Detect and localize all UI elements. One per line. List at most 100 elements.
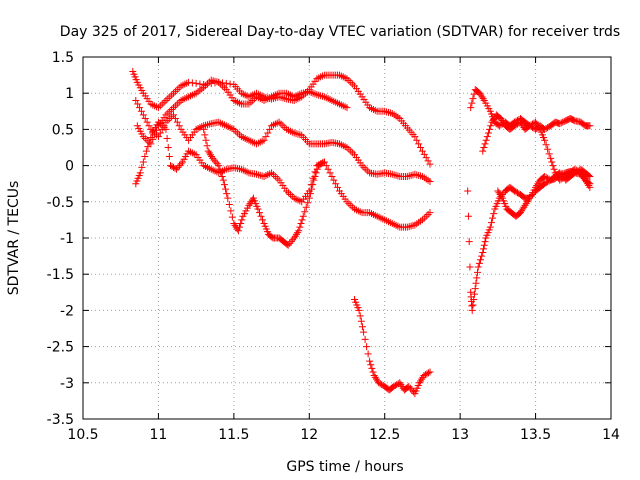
data-point <box>319 159 327 167</box>
data-point <box>532 118 540 126</box>
data-point <box>287 238 295 246</box>
data-point <box>469 301 477 309</box>
data-point <box>479 95 487 103</box>
data-point <box>381 107 389 115</box>
data-point <box>422 212 430 220</box>
data-point <box>559 118 567 126</box>
data-point <box>162 96 170 104</box>
data-point <box>171 164 179 172</box>
data-point <box>309 174 317 182</box>
data-point <box>177 160 185 168</box>
data-point <box>494 187 502 195</box>
data-point <box>510 187 518 195</box>
data-point <box>477 256 485 264</box>
data-point <box>478 252 486 260</box>
data-point <box>256 209 264 217</box>
data-point <box>164 109 172 117</box>
data-point <box>156 120 164 128</box>
data-point <box>145 122 153 130</box>
data-point <box>320 158 328 166</box>
data-point <box>215 162 223 170</box>
data-point <box>487 219 495 227</box>
data-point <box>390 171 398 179</box>
y-tick-label: -2.5 <box>47 340 74 356</box>
data-point <box>544 178 552 186</box>
data-point <box>295 227 303 235</box>
data-point <box>175 122 183 130</box>
data-point <box>480 241 488 249</box>
data-point <box>206 151 214 159</box>
data-point <box>156 129 164 137</box>
data-point <box>418 375 426 383</box>
data-point <box>231 221 239 229</box>
data-point <box>228 213 236 221</box>
data-point <box>173 118 181 126</box>
data-point <box>164 144 172 151</box>
data-point <box>355 306 363 314</box>
data-point <box>224 194 232 202</box>
data-point <box>297 220 305 228</box>
data-point <box>469 95 477 103</box>
data-point <box>326 169 334 177</box>
data-point <box>572 168 580 176</box>
data-point <box>313 165 321 173</box>
data-point <box>201 131 209 139</box>
data-point <box>185 78 193 86</box>
y-tick-label: -0.5 <box>47 195 74 211</box>
data-point <box>518 207 526 215</box>
data-point <box>363 343 371 351</box>
data-point <box>262 133 270 141</box>
data-point <box>171 115 179 123</box>
data-point <box>541 172 549 180</box>
data-point <box>548 158 556 166</box>
data-point <box>332 180 340 188</box>
data-point <box>526 194 534 202</box>
data-point <box>417 172 425 180</box>
data-point <box>364 350 372 358</box>
grid <box>83 57 611 419</box>
data-point <box>168 163 176 171</box>
data-point <box>420 214 428 222</box>
data-point <box>142 147 150 155</box>
data-point <box>544 124 552 132</box>
data-point <box>486 223 494 231</box>
data-point <box>580 174 588 182</box>
data-point <box>234 227 242 235</box>
x-tick-label: 11.5 <box>218 427 249 443</box>
data-point <box>200 125 208 133</box>
data-point <box>212 158 220 166</box>
data-point <box>168 91 176 99</box>
data-point <box>375 379 383 387</box>
data-point <box>209 154 217 162</box>
data-point <box>495 189 503 197</box>
data-point <box>424 210 432 218</box>
data-point <box>490 210 498 218</box>
data-point <box>361 335 369 343</box>
data-point <box>499 118 507 126</box>
data-point <box>396 379 404 387</box>
data-point <box>356 312 364 320</box>
data-point <box>415 379 423 387</box>
data-point <box>357 317 365 325</box>
x-tick-label: 12 <box>300 427 318 443</box>
data-point <box>472 279 480 287</box>
data-point <box>378 381 386 389</box>
data-point <box>145 138 153 146</box>
data-point <box>422 154 430 162</box>
data-point <box>154 133 162 141</box>
data-point <box>299 212 307 220</box>
data-point <box>360 328 368 336</box>
data-point <box>347 78 355 86</box>
data-point <box>165 153 173 161</box>
data-point <box>162 118 170 126</box>
series-track-d <box>132 118 434 231</box>
data-point <box>164 95 172 103</box>
data-point <box>334 183 342 191</box>
data-point <box>171 87 179 95</box>
data-point <box>174 163 182 171</box>
data-point <box>522 200 530 208</box>
data-point <box>234 98 242 106</box>
data-point <box>409 222 417 230</box>
data-point <box>286 91 294 99</box>
data-point <box>203 142 211 150</box>
